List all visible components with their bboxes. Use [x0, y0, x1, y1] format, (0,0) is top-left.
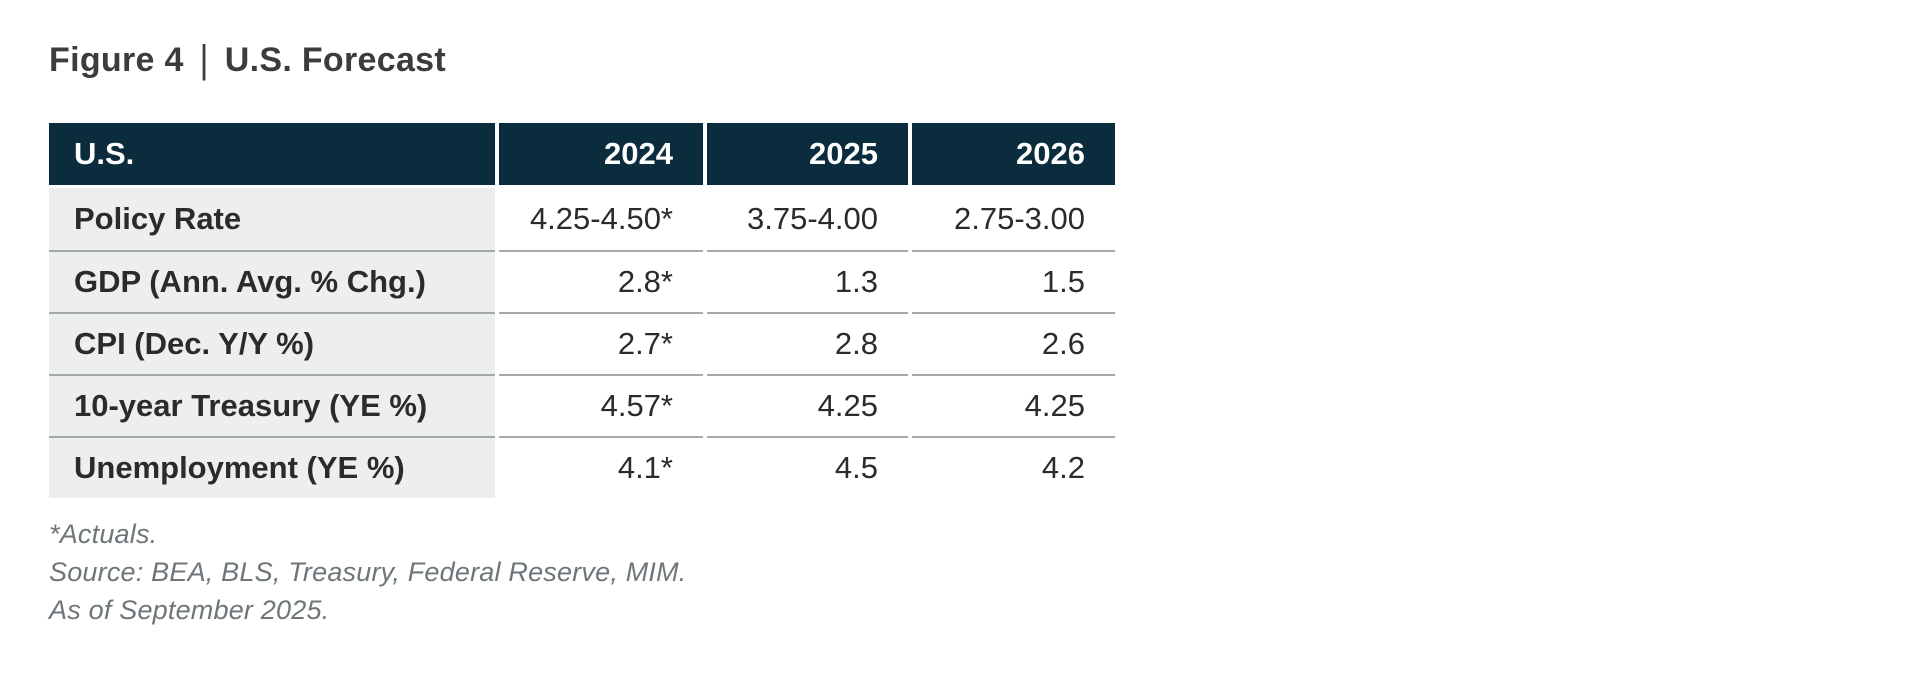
header-year-2025: 2025: [809, 136, 878, 171]
table-row-unemployment: Unemployment (YE %) 4.1* 4.5 4.2: [49, 436, 1115, 498]
row-value-2025: 2.8: [703, 314, 908, 374]
column-divider: [908, 123, 912, 498]
row-value-2024: 4.1*: [495, 438, 703, 498]
header-year-2026: 2026: [1016, 136, 1085, 171]
row-label: 10-year Treasury (YE %): [49, 376, 495, 436]
header-region: U.S.: [74, 136, 135, 171]
row-value-2026: 4.25: [908, 376, 1115, 436]
title-separator: |: [199, 38, 209, 82]
table-header-row: U.S. 2024 2025 2026: [49, 123, 1115, 185]
table-row-cpi: CPI (Dec. Y/Y %) 2.7* 2.8 2.6: [49, 312, 1115, 374]
row-label: Unemployment (YE %): [49, 438, 495, 498]
column-divider: [703, 123, 707, 498]
column-divider: [495, 123, 499, 498]
row-value-2024: 2.7*: [495, 314, 703, 374]
row-label: Policy Rate: [49, 188, 495, 250]
row-value-2025: 3.75-4.00: [703, 188, 908, 250]
row-value-2025: 1.3: [703, 252, 908, 312]
row-label: GDP (Ann. Avg. % Chg.): [49, 252, 495, 312]
figure-name: U.S. Forecast: [224, 41, 446, 79]
row-value-2026: 4.2: [908, 438, 1115, 498]
header-year-2024: 2024: [604, 136, 673, 171]
us-forecast-table: U.S. 2024 2025 2026 Policy Rate 4.25-4.5…: [49, 123, 1115, 498]
row-label: CPI (Dec. Y/Y %): [49, 314, 495, 374]
row-value-2026: 2.75-3.00: [908, 188, 1115, 250]
footnote-as-of: As of September 2025.: [49, 595, 330, 625]
table-row-policy-rate: Policy Rate 4.25-4.50* 3.75-4.00 2.75-3.…: [49, 188, 1115, 250]
table-row-gdp: GDP (Ann. Avg. % Chg.) 2.8* 1.3 1.5: [49, 250, 1115, 312]
footnotes: *Actuals. Source: BEA, BLS, Treasury, Fe…: [49, 515, 687, 629]
figure-title: Figure 4 | U.S. Forecast: [49, 38, 446, 82]
row-value-2024: 2.8*: [495, 252, 703, 312]
row-value-2026: 1.5: [908, 252, 1115, 312]
footnote-actuals: *Actuals.: [49, 519, 158, 549]
row-value-2025: 4.5: [703, 438, 908, 498]
row-value-2024: 4.25-4.50*: [495, 188, 703, 250]
row-value-2024: 4.57*: [495, 376, 703, 436]
row-value-2026: 2.6: [908, 314, 1115, 374]
footnote-source: Source: BEA, BLS, Treasury, Federal Rese…: [49, 557, 687, 587]
figure-number: Figure 4: [49, 41, 184, 79]
table-row-treasury: 10-year Treasury (YE %) 4.57* 4.25 4.25: [49, 374, 1115, 436]
row-value-2025: 4.25: [703, 376, 908, 436]
